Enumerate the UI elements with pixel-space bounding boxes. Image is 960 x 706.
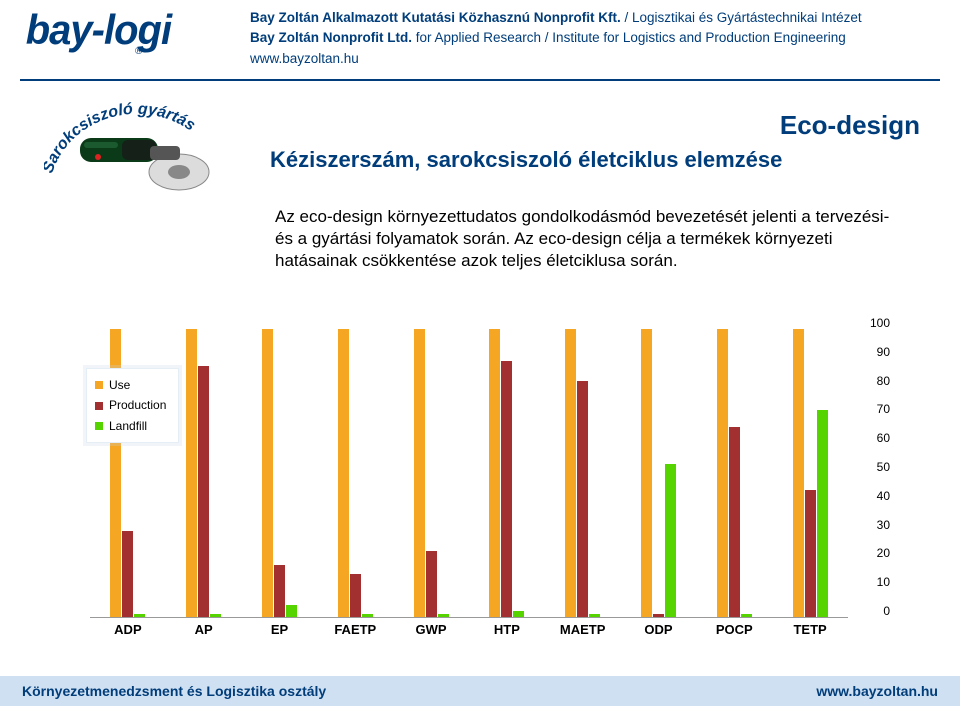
bar [793, 329, 804, 617]
bar [589, 614, 600, 617]
y-tick-label: 30 [854, 518, 890, 532]
bar [501, 361, 512, 617]
bar [186, 329, 197, 617]
bar [198, 366, 209, 617]
header-line-2-rest: for Applied Research / Institute for Log… [412, 30, 846, 45]
bar-group [696, 330, 772, 617]
bar-group [772, 330, 848, 617]
bar [717, 329, 728, 617]
header-divider [20, 79, 940, 81]
impact-bar-chart: Use Production Landfill 1009080706050403… [90, 330, 890, 640]
x-tick-label: TETP [772, 622, 848, 640]
bar-group [242, 330, 318, 617]
bar [489, 329, 500, 617]
title-block: Eco-design Kéziszerszám, sarokcsiszoló é… [270, 110, 920, 173]
eco-design-title: Eco-design [270, 110, 920, 141]
bar [262, 329, 273, 617]
bar [653, 614, 664, 617]
chart-y-axis-labels: 1009080706050403020100 [854, 323, 890, 618]
legend-label-production: Production [109, 395, 166, 415]
body-paragraph: Az eco-design környezettudatos gondolkod… [275, 206, 900, 272]
bar [210, 614, 221, 617]
header-line-1-rest: / Logisztikai és Gyártástechnikai Intéze… [621, 10, 862, 25]
x-tick-label: POCP [696, 622, 772, 640]
bar [426, 551, 437, 617]
y-tick-label: 0 [854, 604, 890, 618]
x-tick-label: FAETP [317, 622, 393, 640]
header-line-2: Bay Zoltán Nonprofit Ltd. for Applied Re… [250, 28, 940, 48]
x-tick-label: GWP [393, 622, 469, 640]
y-tick-label: 20 [854, 546, 890, 560]
bar [274, 565, 285, 617]
bar [805, 490, 816, 617]
bar [414, 329, 425, 617]
legend-label-landfill: Landfill [109, 416, 147, 436]
x-tick-label: MAETP [545, 622, 621, 640]
logo-text: bay-logi [26, 12, 245, 48]
bar-group [469, 330, 545, 617]
y-tick-label: 50 [854, 460, 890, 474]
header-url: www.bayzoltan.hu [250, 49, 940, 69]
bar-group [393, 330, 469, 617]
legend-label-use: Use [109, 375, 130, 395]
y-tick-label: 40 [854, 489, 890, 503]
header-line-1-bold: Bay Zoltán Alkalmazott Kutatási Közhaszn… [250, 10, 621, 25]
y-tick-label: 10 [854, 575, 890, 589]
bar [565, 329, 576, 617]
legend-item-production: Production [95, 395, 166, 415]
bar-group [545, 330, 621, 617]
bar-group [621, 330, 697, 617]
bar [641, 329, 652, 617]
footer-url: www.bayzoltan.hu [816, 683, 938, 699]
bar [741, 614, 752, 617]
bar [513, 611, 524, 617]
x-tick-label: ODP [621, 622, 697, 640]
header-line-2-bold: Bay Zoltán Nonprofit Ltd. [250, 30, 412, 45]
bar [286, 605, 297, 617]
page-footer: Környezetmenedzsment és Logisztika osztá… [0, 676, 960, 706]
chart-legend: Use Production Landfill [86, 368, 179, 443]
company-logo: bay-logi ® [20, 8, 250, 69]
x-tick-label: ADP [90, 622, 166, 640]
legend-swatch-use [95, 381, 103, 389]
bar [338, 329, 349, 617]
x-tick-label: HTP [469, 622, 545, 640]
y-tick-label: 90 [854, 345, 890, 359]
bar [134, 614, 145, 617]
bar [122, 531, 133, 617]
y-tick-label: 80 [854, 374, 890, 388]
bar [362, 614, 373, 617]
legend-item-landfill: Landfill [95, 416, 166, 436]
bar [577, 381, 588, 617]
legend-swatch-production [95, 402, 103, 410]
legend-swatch-landfill [95, 422, 103, 430]
subtitle: Kéziszerszám, sarokcsiszoló életciklus e… [270, 147, 920, 173]
chart-x-axis-labels: ADPAPEPFAETPGWPHTPMAETPODPPOCPTETP [90, 622, 848, 640]
legend-item-use: Use [95, 375, 166, 395]
y-tick-label: 100 [854, 316, 890, 330]
bar [438, 614, 449, 617]
bar-group [317, 330, 393, 617]
chart-plot-area [90, 330, 848, 618]
x-tick-label: EP [242, 622, 318, 640]
y-tick-label: 70 [854, 402, 890, 416]
angle-grinder-icon [74, 120, 214, 200]
page-header: bay-logi ® Bay Zoltán Alkalmazott Kutatá… [0, 0, 960, 69]
bar [350, 574, 361, 617]
header-line-1: Bay Zoltán Alkalmazott Kutatási Közhaszn… [250, 8, 940, 28]
bar [817, 410, 828, 617]
footer-department: Környezetmenedzsment és Logisztika osztá… [22, 683, 326, 699]
y-tick-label: 60 [854, 431, 890, 445]
bar [729, 427, 740, 617]
x-tick-label: AP [166, 622, 242, 640]
header-lines: Bay Zoltán Alkalmazott Kutatási Közhaszn… [250, 8, 940, 69]
bar [665, 464, 676, 617]
